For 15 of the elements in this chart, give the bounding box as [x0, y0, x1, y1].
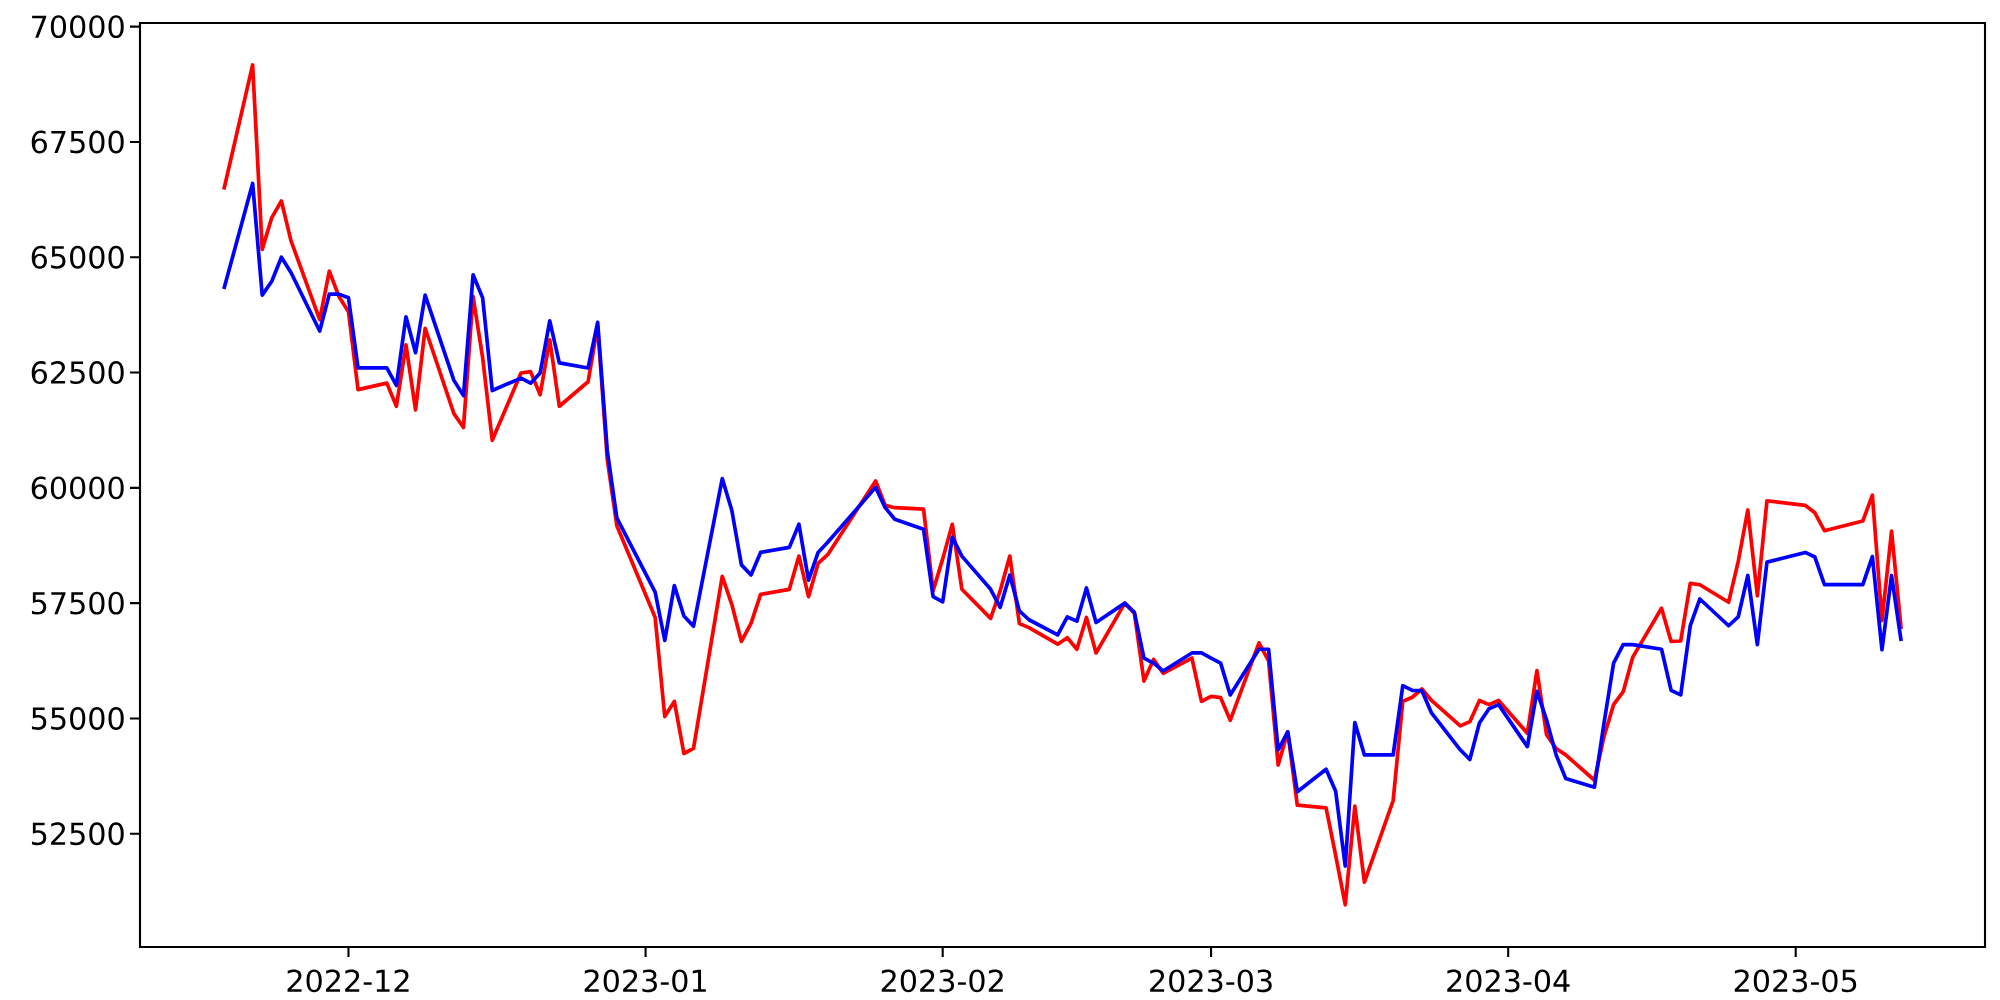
x-tick-label: 2023-01 [584, 969, 706, 993]
y-tick-label: 65000 [31, 245, 124, 269]
x-tick-label: 2022-12 [287, 969, 409, 993]
y-tick-label: 57500 [31, 591, 124, 615]
y-tick-label: 60000 [31, 476, 124, 500]
y-tick-label: 67500 [31, 130, 124, 154]
y-tick-label: 70000 [32, 15, 124, 39]
x-tick-label: 2023-05 [1734, 969, 1857, 993]
line-series [222, 181, 1903, 868]
x-tick-label: 2023-04 [1447, 969, 1570, 993]
x-tick-label: 2023-03 [1150, 969, 1272, 993]
y-tick-label: 52500 [31, 822, 124, 846]
x-tick-label: 2023-02 [881, 969, 1003, 993]
y-tick-label: 55000 [31, 707, 124, 730]
y-tick-label: 62500 [31, 361, 124, 385]
